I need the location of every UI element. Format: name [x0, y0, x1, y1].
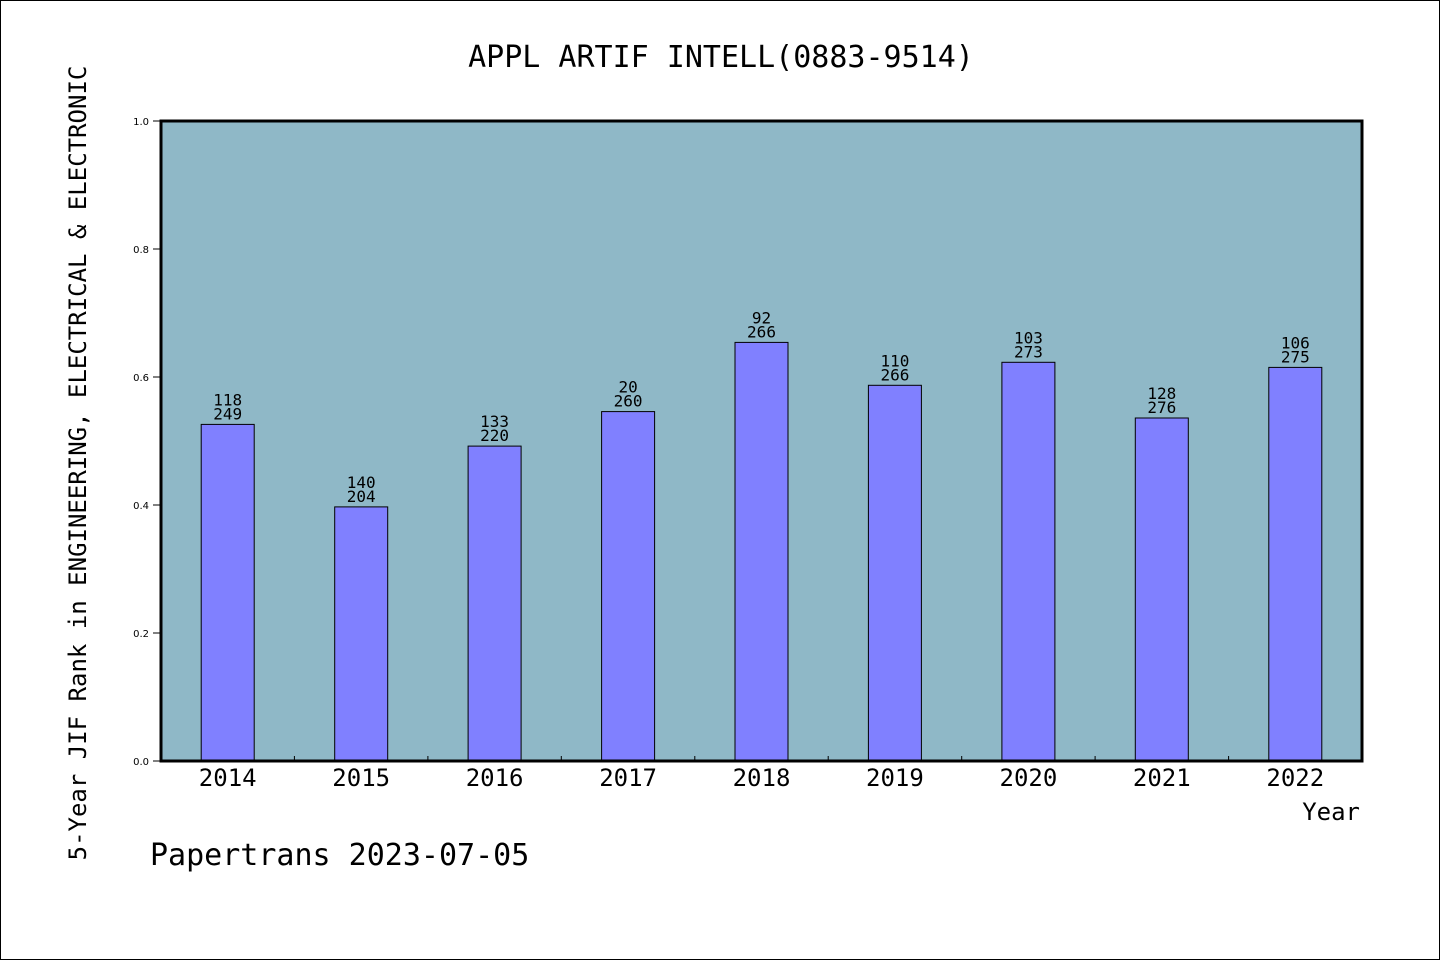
data-label-top-2016: 133: [480, 412, 509, 431]
y-tick-label-0: 0.0: [133, 757, 149, 768]
bar-2017: [601, 411, 656, 762]
x-tick-label-2014: 2014: [199, 764, 257, 792]
data-label-bottom-2018: 266: [747, 322, 776, 341]
x-tick-label-2016: 2016: [466, 764, 524, 792]
y-axis-ticks: 0.0 0.2 0.4 0.6 0.8 1.0: [133, 117, 161, 768]
data-label-bottom-2017: 260: [614, 392, 643, 411]
data-label-bottom-2014: 249: [213, 404, 242, 423]
x-tick-label-2019: 2019: [866, 764, 924, 792]
y-tick-label-1: 0.2: [133, 629, 149, 640]
y-tick-label-2: 0.4: [133, 501, 149, 512]
data-label-top-2020: 103: [1014, 328, 1043, 347]
y-tick-label-4: 0.8: [133, 245, 149, 256]
x-axis-ticks: 2014 2015 2016 2017 2018 2019 2020 2021 2022: [199, 756, 1324, 792]
data-label-top-2019: 110: [880, 351, 909, 370]
footer-text: Papertrans 2023-07-05: [150, 838, 529, 873]
data-label-bottom-2021: 276: [1147, 398, 1176, 417]
bar-2016: [467, 445, 522, 762]
bar-2014: [200, 423, 255, 762]
bar-2019: [867, 384, 922, 762]
x-tick-label-2021: 2021: [1133, 764, 1191, 792]
data-labels-group: 1182491402041332202026092266110266103273…: [213, 308, 1310, 506]
plot-border: [159, 119, 1364, 763]
data-label-top-2017: 20: [618, 378, 637, 397]
x-tick-label-2022: 2022: [1266, 764, 1324, 792]
x-tick-label-2020: 2020: [1000, 764, 1058, 792]
x-tick-label-2017: 2017: [599, 764, 657, 792]
data-label-top-2014: 118: [213, 390, 242, 409]
chart-title: APPL ARTIF INTELL(0883-9514): [468, 40, 974, 75]
data-label-bottom-2019: 266: [880, 365, 909, 384]
x-tick-label-2015: 2015: [332, 764, 390, 792]
y-tick-label-5: 1.0: [133, 117, 149, 128]
x-axis-label: Year: [1302, 798, 1360, 826]
data-label-top-2022: 106: [1281, 333, 1310, 352]
x-tick-label-2018: 2018: [733, 764, 791, 792]
bar-2021: [1134, 417, 1189, 762]
data-label-bottom-2016: 220: [480, 426, 509, 445]
bar-2015: [334, 506, 389, 762]
data-label-bottom-2015: 204: [347, 487, 376, 506]
data-label-top-2021: 128: [1147, 384, 1176, 403]
data-label-top-2015: 140: [347, 473, 376, 492]
data-label-bottom-2020: 273: [1014, 342, 1043, 361]
y-tick-label-3: 0.6: [133, 373, 149, 384]
bars-group: [200, 341, 1323, 762]
data-label-bottom-2022: 275: [1281, 347, 1310, 366]
y-axis-label: 5-Year JIF Rank in ENGINEERING, ELECTRIC…: [64, 66, 92, 861]
bar-2020: [1001, 361, 1056, 762]
data-label-top-2018: 92: [752, 308, 771, 327]
bar-2022: [1268, 366, 1323, 762]
bar-2018: [734, 341, 789, 762]
